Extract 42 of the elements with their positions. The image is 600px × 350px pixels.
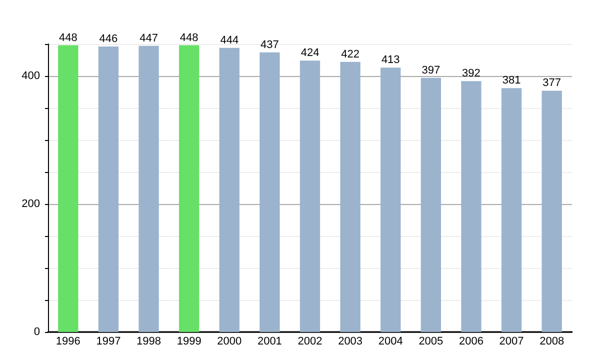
bar (340, 62, 360, 332)
bar (138, 46, 159, 332)
x-tick-label: 1996 (56, 336, 80, 348)
data-label: 422 (341, 48, 360, 60)
data-label: 377 (542, 77, 562, 90)
bar (179, 45, 200, 332)
bar (461, 81, 482, 332)
data-label: 392 (462, 68, 480, 80)
y-tick-label: 0 (34, 326, 40, 338)
bar (219, 48, 240, 332)
x-tick-label: 1998 (136, 336, 162, 348)
bar (58, 45, 78, 332)
y-tick-label: 200 (22, 198, 40, 210)
x-tick-label: 2007 (499, 336, 524, 348)
x-tick-label: 1997 (96, 336, 121, 348)
data-label: 397 (422, 64, 440, 76)
data-label: 446 (99, 33, 118, 46)
bar (260, 52, 280, 332)
x-tick-label: 1999 (176, 336, 202, 348)
data-label: 413 (381, 54, 400, 66)
data-label: 381 (502, 74, 521, 87)
bar (98, 46, 119, 332)
x-tick-label: 2006 (458, 336, 484, 348)
data-label: 424 (300, 47, 320, 60)
x-tick-label: 2002 (298, 336, 322, 348)
data-label: 448 (180, 32, 198, 44)
data-label: 444 (220, 34, 239, 46)
data-label: 447 (140, 32, 158, 44)
bar (420, 78, 441, 332)
x-tick-label: 2008 (540, 336, 564, 348)
bar (380, 68, 401, 332)
data-label: 448 (58, 32, 78, 44)
x-tick-label: 2005 (418, 336, 444, 348)
x-tick-label: 2001 (257, 336, 282, 348)
x-tick-label: 2003 (338, 336, 363, 348)
y-tick-label: 400 (22, 70, 40, 82)
bar (542, 90, 562, 332)
data-label: 437 (260, 38, 279, 51)
x-tick-label: 2000 (217, 336, 242, 348)
x-tick-label: 2004 (378, 336, 403, 348)
bar (300, 60, 320, 332)
bar (501, 88, 522, 332)
